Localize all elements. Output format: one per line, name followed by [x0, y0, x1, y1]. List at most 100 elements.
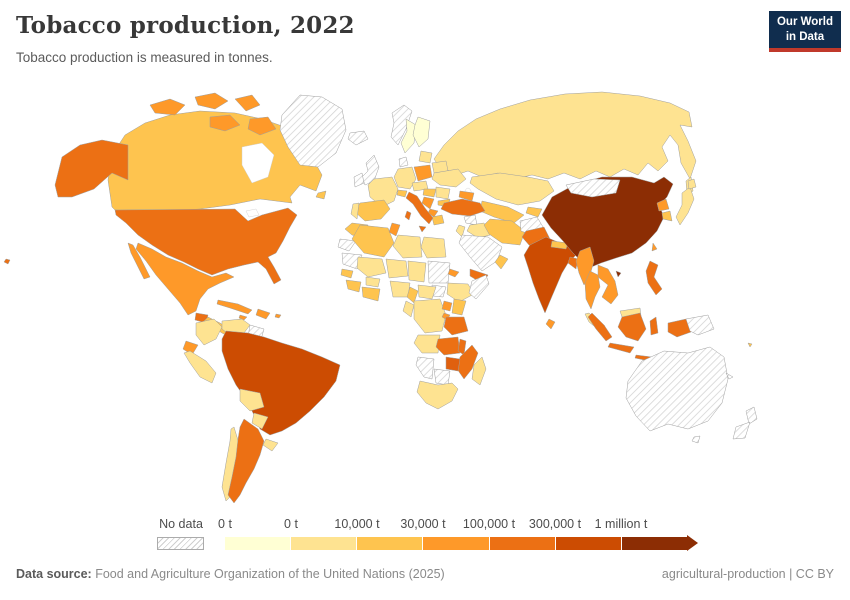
legend-bin[interactable]: [489, 537, 556, 550]
country-china-hainan[interactable]: [615, 270, 622, 278]
country-baltics[interactable]: [418, 150, 433, 164]
country-iran[interactable]: [483, 218, 526, 246]
country-burkina[interactable]: [365, 276, 381, 288]
legend-bin[interactable]: [621, 537, 687, 550]
country-hungary[interactable]: [422, 188, 437, 198]
country-japan[interactable]: [675, 186, 695, 226]
country-tanzania[interactable]: [443, 316, 469, 336]
country-uganda[interactable]: [441, 300, 453, 312]
country-new-zealand-north[interactable]: [745, 406, 758, 425]
country-oman[interactable]: [494, 254, 509, 270]
country-brazil[interactable]: [221, 330, 341, 436]
country-italy[interactable]: [405, 191, 434, 225]
country-bangladesh[interactable]: [567, 256, 579, 270]
country-car[interactable]: [417, 284, 437, 300]
country-ethiopia[interactable]: [446, 282, 475, 303]
country-hawaii[interactable]: [3, 258, 11, 265]
country-uruguay[interactable]: [262, 438, 279, 452]
country-canada-newfoundland[interactable]: [315, 190, 327, 200]
country-kazakhstan[interactable]: [469, 172, 555, 206]
owid-logo[interactable]: Our World in Data: [768, 11, 841, 52]
country-china[interactable]: [541, 176, 674, 269]
country-ireland[interactable]: [353, 172, 365, 188]
country-arctic-islands[interactable]: [209, 114, 241, 132]
legend-no-data-swatch[interactable]: [157, 537, 204, 550]
country-new-zealand-south[interactable]: [732, 421, 751, 440]
country-spain[interactable]: [354, 199, 391, 222]
country-kenya[interactable]: [451, 298, 467, 316]
country-senegal[interactable]: [340, 268, 354, 279]
country-kyrgyz-tajik[interactable]: [525, 206, 543, 218]
country-france[interactable]: [367, 176, 399, 208]
country-indonesia-java[interactable]: [607, 342, 635, 354]
country-arctic-islands[interactable]: [247, 116, 277, 136]
country-angola[interactable]: [413, 334, 441, 354]
country-peru[interactable]: [183, 350, 217, 384]
country-bolivia[interactable]: [239, 388, 265, 412]
country-australia[interactable]: [625, 346, 729, 432]
country-finland[interactable]: [412, 116, 431, 148]
legend-bin[interactable]: [357, 537, 424, 550]
legend-bin[interactable]: [225, 537, 292, 550]
country-romania[interactable]: [435, 186, 451, 200]
country-germany[interactable]: [393, 166, 417, 190]
country-alaska[interactable]: [54, 139, 129, 198]
country-zambia[interactable]: [435, 336, 461, 356]
legend-bin[interactable]: [291, 537, 358, 550]
country-indochina[interactable]: [597, 264, 619, 305]
country-south-africa[interactable]: [416, 380, 459, 410]
country-jamaica[interactable]: [238, 314, 248, 321]
country-puerto-rico[interactable]: [274, 313, 282, 319]
country-zimbabwe[interactable]: [445, 356, 461, 372]
country-nepal[interactable]: [550, 240, 569, 250]
country-mali[interactable]: [356, 256, 387, 278]
country-libya[interactable]: [392, 234, 423, 259]
country-indonesia-sulawesi[interactable]: [649, 316, 659, 336]
country-denmark[interactable]: [398, 156, 409, 168]
country-saudi-arabia[interactable]: [458, 234, 503, 272]
country-paraguay[interactable]: [251, 412, 269, 430]
legend-bin[interactable]: [555, 537, 622, 550]
country-madagascar[interactable]: [471, 356, 487, 386]
country-philippines[interactable]: [645, 260, 663, 296]
country-cote-ghana[interactable]: [361, 286, 381, 302]
country-western-sahara[interactable]: [337, 238, 357, 252]
country-usa[interactable]: [114, 207, 298, 285]
country-greenland[interactable]: [279, 94, 347, 168]
country-greece[interactable]: [431, 214, 445, 226]
country-japan-hokkaido[interactable]: [687, 178, 697, 190]
country-colombia[interactable]: [195, 318, 223, 346]
country-somalia[interactable]: [468, 274, 490, 300]
country-north-korea[interactable]: [656, 198, 670, 212]
country-sri-lanka[interactable]: [545, 318, 556, 330]
country-nigeria[interactable]: [389, 280, 411, 298]
country-iceland[interactable]: [347, 130, 369, 146]
country-fiji[interactable]: [747, 342, 753, 348]
country-new-caledonia[interactable]: [725, 372, 734, 380]
country-gabon-congo[interactable]: [402, 300, 415, 318]
country-mexico-baja[interactable]: [127, 242, 151, 280]
country-argentina[interactable]: [227, 418, 265, 504]
country-niger[interactable]: [385, 258, 409, 279]
country-taiwan[interactable]: [651, 242, 658, 252]
country-namibia[interactable]: [415, 356, 435, 380]
country-indonesia-kalimantan[interactable]: [617, 312, 647, 342]
country-uk[interactable]: [361, 154, 380, 186]
country-indonesia-papua[interactable]: [667, 318, 692, 338]
country-egypt[interactable]: [420, 236, 447, 259]
country-india[interactable]: [523, 236, 577, 314]
country-ukraine[interactable]: [431, 168, 467, 188]
country-algeria[interactable]: [351, 224, 395, 258]
country-portugal[interactable]: [350, 202, 360, 220]
country-syria[interactable]: [463, 214, 478, 226]
country-guinea[interactable]: [345, 279, 362, 293]
country-chad[interactable]: [407, 260, 427, 283]
country-mongolia[interactable]: [565, 178, 621, 198]
country-tunisia[interactable]: [388, 222, 401, 237]
country-drc[interactable]: [413, 298, 447, 334]
country-turkey[interactable]: [440, 198, 486, 217]
footer-license[interactable]: agricultural-production | CC BY: [661, 567, 834, 581]
country-hispaniola[interactable]: [255, 308, 271, 320]
country-botswana[interactable]: [433, 368, 451, 386]
legend-bin[interactable]: [423, 537, 490, 550]
